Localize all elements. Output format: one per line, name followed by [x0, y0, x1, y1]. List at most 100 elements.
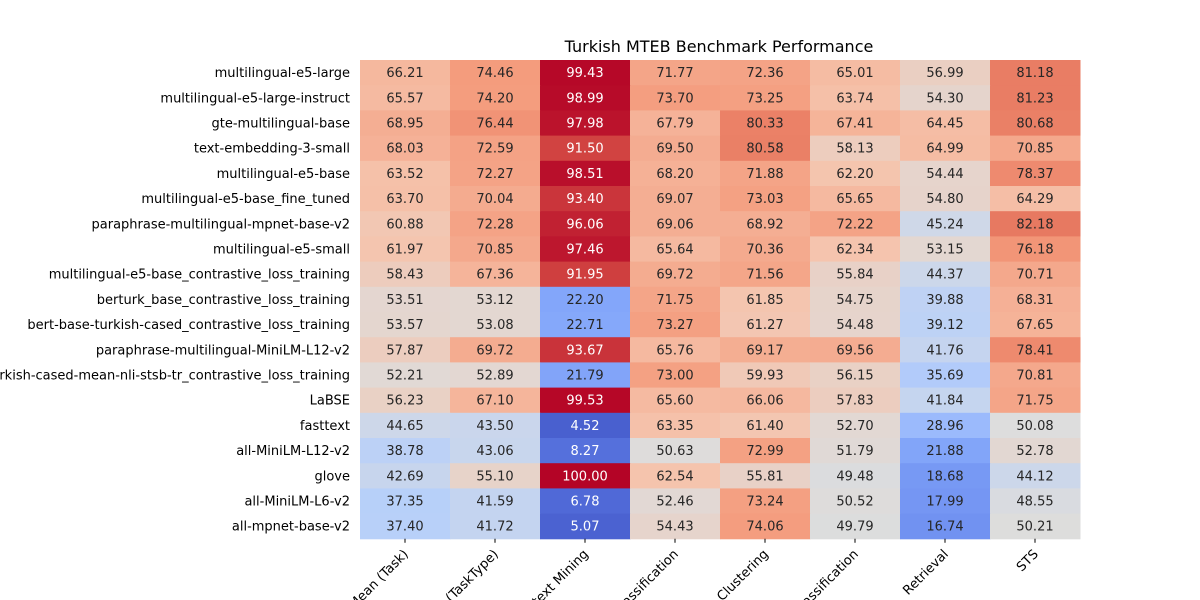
cell-value-label: 69.06 — [656, 217, 693, 232]
row-label: multilingual-e5-large-instruct — [160, 91, 350, 106]
cell-value-label: 69.17 — [746, 343, 783, 358]
cell-value-label: 53.51 — [386, 293, 423, 308]
cell-value-label: 48.55 — [1016, 495, 1053, 510]
cell-value-label: 44.12 — [1016, 469, 1053, 484]
cell-value-label: 71.75 — [1016, 394, 1053, 409]
cell-value-label: 67.65 — [1016, 318, 1053, 333]
row-label: bert-base-turkish-cased-mean-nli-stsb-tr… — [0, 369, 350, 384]
row-label: all-MiniLM-L12-v2 — [236, 444, 350, 459]
cell-value-label: 76.44 — [476, 117, 513, 132]
cell-value-label: 78.37 — [1016, 167, 1053, 182]
cell-value-label: 68.31 — [1016, 293, 1053, 308]
cell-value-label: 70.81 — [1016, 369, 1053, 384]
cell-value-label: 37.35 — [386, 495, 423, 510]
cell-value-label: 64.45 — [926, 117, 963, 132]
cell-value-label: 38.78 — [386, 444, 423, 459]
cell-value-label: 76.18 — [1016, 243, 1053, 258]
cell-value-label: 67.36 — [476, 268, 513, 283]
cell-value-label: 72.27 — [476, 167, 513, 182]
row-label: multilingual-e5-base_contrastive_loss_tr… — [49, 268, 350, 283]
cell-value-label: 97.46 — [566, 243, 603, 258]
cell-value-label: 44.65 — [386, 419, 423, 434]
cell-value-label: 70.85 — [1016, 142, 1053, 157]
column-label: Clustering — [714, 547, 771, 600]
cell-value-label: 68.20 — [656, 167, 693, 182]
chart-title: Turkish MTEB Benchmark Performance — [564, 37, 874, 56]
cell-value-label: 42.69 — [386, 469, 423, 484]
cell-value-label: 51.79 — [836, 444, 873, 459]
cell-value-label: 73.24 — [746, 495, 783, 510]
cell-value-label: 65.65 — [836, 192, 873, 207]
row-label: LaBSE — [310, 394, 350, 409]
cell-value-label: 53.57 — [386, 318, 423, 333]
cell-value-label: 61.27 — [746, 318, 783, 333]
cell-value-label: 52.21 — [386, 369, 423, 384]
row-label: glove — [314, 469, 350, 484]
cell-value-label: 71.88 — [746, 167, 783, 182]
column-label: Bitext Mining — [521, 547, 592, 600]
cell-value-label: 54.80 — [926, 192, 963, 207]
column-label: STS — [1014, 547, 1042, 575]
cell-value-label: 52.89 — [476, 369, 513, 384]
cell-value-label: 82.18 — [1016, 217, 1053, 232]
cell-value-label: 53.12 — [476, 293, 513, 308]
cell-value-label: 61.97 — [386, 243, 423, 258]
cell-value-label: 67.79 — [656, 117, 693, 132]
row-labels: multilingual-e5-large multilingual-e5-lar… — [0, 66, 350, 535]
cell-value-label: 99.53 — [566, 394, 603, 409]
cell-value-label: 64.99 — [926, 142, 963, 157]
cell-value-label: 58.13 — [836, 142, 873, 157]
cell-value-label: 49.79 — [836, 520, 873, 535]
cell-value-label: 55.10 — [476, 469, 513, 484]
cell-value-label: 52.78 — [1016, 444, 1053, 459]
cell-value-label: 41.76 — [926, 343, 963, 358]
column-label: Classification — [610, 547, 681, 600]
row-label: paraphrase-multilingual-MiniLM-L12-v2 — [96, 343, 350, 358]
cell-value-label: 66.21 — [386, 66, 423, 81]
cell-value-label: 52.46 — [656, 495, 693, 510]
cell-value-label: 8.27 — [571, 444, 600, 459]
cell-value-label: 58.43 — [386, 268, 423, 283]
cell-value-label: 74.46 — [476, 66, 513, 81]
cell-value-label: 70.85 — [476, 243, 513, 258]
row-label: fasttext — [300, 419, 350, 434]
cell-value-label: 54.48 — [836, 318, 873, 333]
cell-value-label: 71.75 — [656, 293, 693, 308]
cell-value-label: 70.04 — [476, 192, 513, 207]
cell-value-label: 74.20 — [476, 91, 513, 106]
cell-value-label: 69.72 — [476, 343, 513, 358]
cell-value-label: 67.10 — [476, 394, 513, 409]
heatmap-cells: 66.21 74.46 99.43 71.77 72.36 65.01 56.99 81.18… — [360, 60, 1081, 539]
cell-value-label: 72.99 — [746, 444, 783, 459]
row-label: paraphrase-multilingual-mpnet-base-v2 — [92, 217, 350, 232]
cell-value-label: 71.56 — [746, 268, 783, 283]
cell-value-label: 65.64 — [656, 243, 693, 258]
cell-value-label: 35.69 — [926, 369, 963, 384]
cell-value-label: 50.21 — [1016, 520, 1053, 535]
cell-value-label: 4.52 — [571, 419, 600, 434]
cell-value-label: 37.40 — [386, 520, 423, 535]
cell-value-label: 73.27 — [656, 318, 693, 333]
cell-value-label: 98.99 — [566, 91, 603, 106]
cell-value-label: 65.57 — [386, 91, 423, 106]
cell-value-label: 69.72 — [656, 268, 693, 283]
cell-value-label: 91.95 — [566, 268, 603, 283]
cell-value-label: 60.88 — [386, 217, 423, 232]
column-label: Mean (TaskType) — [415, 547, 502, 600]
cell-value-label: 73.03 — [746, 192, 783, 207]
cell-value-label: 53.15 — [926, 243, 963, 258]
cell-value-label: 98.51 — [566, 167, 603, 182]
cell-value-label: 68.03 — [386, 142, 423, 157]
cell-value-label: 72.36 — [746, 66, 783, 81]
cell-value-label: 72.22 — [836, 217, 873, 232]
cell-value-label: 68.92 — [746, 217, 783, 232]
cell-value-label: 57.87 — [386, 343, 423, 358]
cell-value-label: 81.23 — [1016, 91, 1053, 106]
cell-value-label: 39.88 — [926, 293, 963, 308]
cell-value-label: 68.95 — [386, 117, 423, 132]
cell-value-label: 41.72 — [476, 520, 513, 535]
cell-value-label: 56.99 — [926, 66, 963, 81]
cell-value-label: 50.08 — [1016, 419, 1053, 434]
cell-value-label: 62.54 — [656, 469, 693, 484]
cell-value-label: 71.77 — [656, 66, 693, 81]
